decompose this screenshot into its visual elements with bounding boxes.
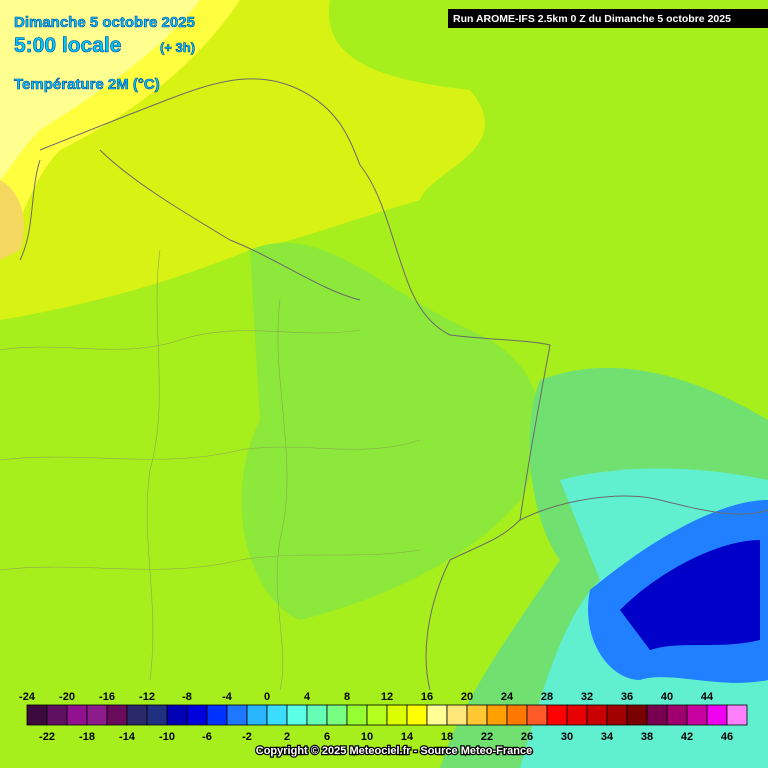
color-swatch xyxy=(206,704,228,726)
colorbar-label: 10 xyxy=(361,731,373,743)
color-swatch xyxy=(226,704,248,726)
parameter: Température 2M (°C) xyxy=(14,76,160,93)
colorbar-label: 42 xyxy=(681,731,693,743)
copyright: Copyright © 2025 Meteociel.fr - Source M… xyxy=(256,745,532,757)
colorbar-label: 2 xyxy=(284,731,290,743)
departments xyxy=(0,249,421,691)
colorbar-label: 40 xyxy=(661,691,673,703)
color-swatch xyxy=(366,704,388,726)
color-swatch xyxy=(506,704,528,726)
colorbar-label: 0 xyxy=(264,691,270,703)
colorbar-label: 18 xyxy=(441,731,453,743)
colorbar-label: 34 xyxy=(601,731,614,743)
color-swatch xyxy=(706,704,728,726)
color-swatch xyxy=(566,704,588,726)
colorbar-label: -16 xyxy=(99,691,115,703)
color-swatch xyxy=(606,704,628,726)
colorbar-label: 44 xyxy=(701,691,714,703)
color-swatch xyxy=(686,704,708,726)
colorbar-label: 14 xyxy=(401,731,414,743)
colorbar-label: -6 xyxy=(202,731,212,743)
colorbar-label: -20 xyxy=(59,691,75,703)
colorbar-label: 12 xyxy=(381,691,393,703)
colorbar-label: -18 xyxy=(79,731,95,743)
color-swatch xyxy=(126,704,148,726)
color-swatch xyxy=(326,704,348,726)
color-swatch xyxy=(646,704,668,726)
color-swatch xyxy=(406,704,428,726)
color-swatch xyxy=(386,704,408,726)
color-swatch xyxy=(486,704,508,726)
color-swatch xyxy=(26,704,48,726)
color-swatch xyxy=(46,704,68,726)
color-swatch xyxy=(586,704,608,726)
colorbar-label: -14 xyxy=(119,731,136,743)
colorbar-label: 24 xyxy=(501,691,514,703)
color-swatch xyxy=(426,704,448,726)
date: Dimanche 5 octobre 2025 xyxy=(14,14,195,31)
colorbar: -24-22-20-18-16-14-12-10-8-6-4-202468101… xyxy=(19,691,748,743)
run-banner xyxy=(448,9,768,28)
color-swatch xyxy=(726,704,748,726)
colorbar-label: 30 xyxy=(561,731,573,743)
colorbar-label: -2 xyxy=(242,731,252,743)
colorbar-label: -8 xyxy=(182,691,192,703)
color-swatch xyxy=(666,704,688,726)
color-swatch xyxy=(106,704,128,726)
colorbar-label: 32 xyxy=(581,691,593,703)
colorbar-label: 16 xyxy=(421,691,433,703)
color-swatch xyxy=(246,704,268,726)
colorbar-label: -22 xyxy=(39,731,55,743)
color-swatch xyxy=(86,704,108,726)
alpine-area xyxy=(620,540,760,650)
color-swatch xyxy=(166,704,188,726)
color-swatch xyxy=(306,704,328,726)
color-swatch xyxy=(346,704,368,726)
color-swatch xyxy=(266,704,288,726)
colorbar-label: 20 xyxy=(461,691,473,703)
color-swatch xyxy=(286,704,308,726)
colorbar-label: -24 xyxy=(19,691,36,703)
color-swatch xyxy=(546,704,568,726)
run-info: Run AROME-IFS 2.5km 0 Z du Dimanche 5 oc… xyxy=(453,13,731,25)
coast-area xyxy=(0,0,200,180)
color-swatch xyxy=(66,704,88,726)
colorbar-label: 8 xyxy=(344,691,350,703)
colorbar-label: 36 xyxy=(621,691,633,703)
colorbar-label: 38 xyxy=(641,731,653,743)
local-time: 5:00 locale xyxy=(14,34,121,57)
colorbar-label: 46 xyxy=(721,731,733,743)
colorbar-label: -12 xyxy=(139,691,155,703)
colorbar-label: -4 xyxy=(222,691,233,703)
sea-area xyxy=(0,180,24,260)
color-swatch xyxy=(466,704,488,726)
colorbar-label: 4 xyxy=(304,691,311,703)
colorbar-label: 22 xyxy=(481,731,493,743)
colorbar-label: 28 xyxy=(541,691,553,703)
color-swatch xyxy=(526,704,548,726)
colorbar-label: 26 xyxy=(521,731,533,743)
color-swatch xyxy=(446,704,468,726)
colorbar-label: -10 xyxy=(159,731,175,743)
color-swatch xyxy=(146,704,168,726)
color-swatch xyxy=(626,704,648,726)
borders xyxy=(19,78,768,691)
time-offset: (+ 3h) xyxy=(160,40,195,55)
colorbar-label: 6 xyxy=(324,731,330,743)
color-swatch xyxy=(186,704,208,726)
